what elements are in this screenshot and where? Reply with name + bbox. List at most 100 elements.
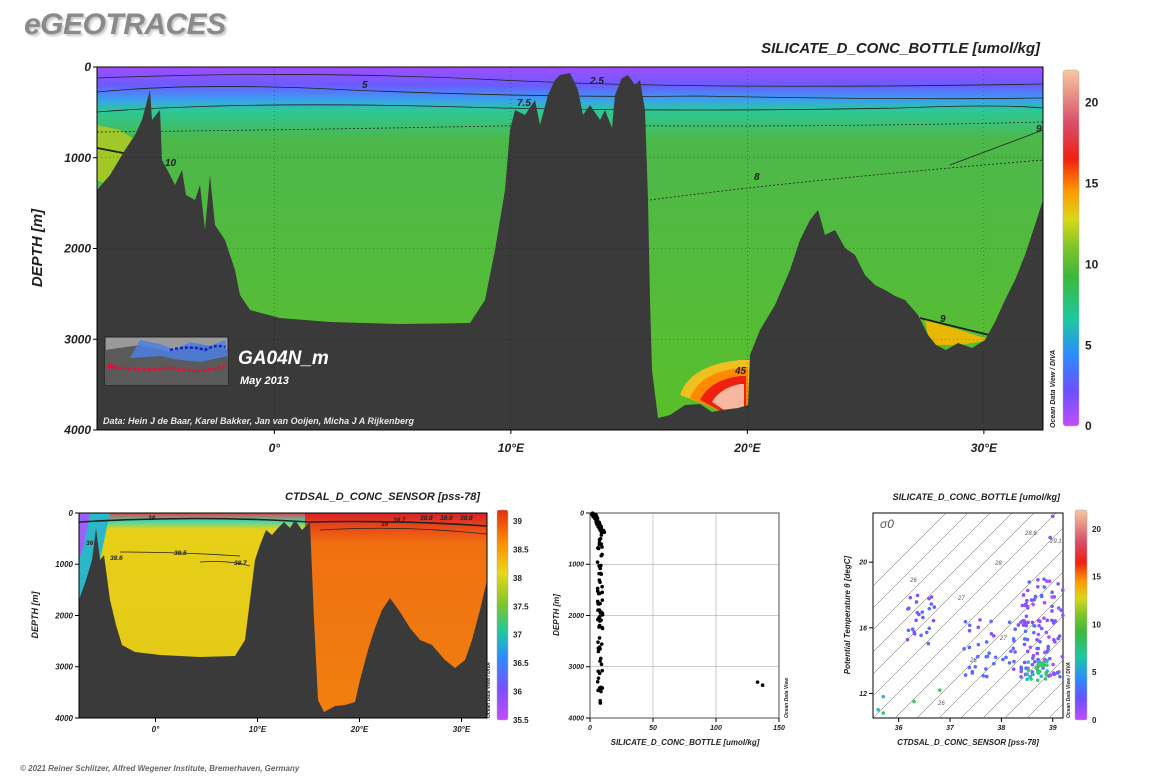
x-tick-label: 10°E [249,725,267,734]
ts-point [1013,627,1017,632]
ts-point [1026,620,1030,625]
section-date: May 2013 [240,375,289,387]
isopycnal-line [916,571,1063,718]
ts-point [1051,662,1055,667]
main-colorbar-ticks: 0 5 10 15 20 [1085,96,1099,434]
main-contour-label: 5 [362,80,368,91]
ts-point [1035,646,1039,651]
section-name: GA04N_m [238,348,329,369]
ts-point [1039,626,1044,631]
ts-point [910,627,915,632]
salinity-y-axis-label: DEPTH [m] [30,590,40,638]
ts-point [1056,606,1061,610]
ts-point [1050,618,1054,623]
salinity-contour-label: 38.7 [234,560,247,567]
x-tick-label: 30°E [971,441,998,455]
x-tick-label: 50 [649,725,657,732]
main-gridlines [97,66,1043,431]
y-tick-label: 4000 [54,714,73,723]
ts-point [1044,630,1049,635]
ts-point [1007,661,1012,665]
ts-point [1031,653,1036,658]
profile-point [598,656,603,661]
ts-point [1026,668,1031,672]
y-tick-label: 4000 [63,423,91,437]
profile-point [598,659,602,663]
y-tick-label: 2000 [567,613,584,620]
profile-point [595,679,600,684]
profile-point [599,553,604,558]
main-chart-title: SILICATE_D_CONC_BOTTLE [umol/kg] [761,40,1041,57]
profile-point [595,560,600,564]
salinity-bathymetry [79,520,487,718]
ts-point [984,654,989,659]
ts-point [1056,636,1060,641]
ts-point [931,618,936,623]
salinity-contour-label: 38 [148,515,156,522]
y-tick-label: 2000 [63,242,91,256]
isopycnal-line [894,549,1063,718]
main-contour-label: 7.5 [517,98,531,109]
ts-point [876,708,880,712]
ts-y-axis-label: Potential Temperature θ [degC] [843,555,852,674]
profile-point [598,528,603,533]
ts-point [1050,595,1054,599]
main-contour-labels: 5 2.5 7.5 10 8 9 9 45 [165,76,1042,377]
ts-x-ticks: 36 37 38 39 [895,718,1057,732]
profile-point [590,512,594,517]
colorbar-tick-label: 10 [1085,257,1099,271]
main-odv-label: Ocean Data View / DIVA [1050,350,1057,428]
ts-point [963,673,968,677]
ts-point [973,664,978,669]
ts-point [981,674,986,678]
ts-point [1046,644,1051,649]
profile-x-axis-label: SILICATE_D_CONC_BOTTLE [umol/kg] [611,738,760,747]
ts-point [1045,659,1049,664]
isopycnal-label: 26 [937,701,945,707]
ts-point [1052,672,1057,677]
ts-point [905,637,910,642]
ts-point [1013,650,1017,654]
profile-point [600,598,605,602]
ts-point [1035,651,1040,656]
colorbar-tick-label: 38 [513,574,522,583]
main-contour-label: 8 [754,172,760,183]
salinity-odv-label: Ocean Data View / DIVA [486,662,492,718]
y-tick-label: 3000 [55,663,73,672]
ts-point [1055,671,1060,675]
isopycnal-line [873,527,1063,718]
ts-scatter-plot: SILICATE_D_CONC_BOTTLE [umol/kg] 36 37 38 3… [843,492,1101,747]
isopycnal-label: 28.6 [1024,531,1037,537]
ts-point [978,618,982,622]
profile-point [597,619,602,623]
colorbar-tick-label: 5 [1085,338,1092,352]
ts-point [967,665,972,670]
ts-point [1025,637,1030,642]
y-tick-label: 0 [84,60,91,74]
ts-point [1050,609,1054,613]
ts-point [967,628,972,633]
x-tick-label: 39 [1049,725,1057,732]
isopycnal-label: 26 [909,578,917,584]
ts-points [876,514,1065,715]
ts-point [1020,603,1025,608]
ts-point [989,619,993,624]
ts-point [1029,598,1034,602]
ts-point [1035,637,1039,642]
ts-point [967,645,972,650]
ts-point [967,623,972,628]
ts-point [1039,662,1044,666]
main-x-ticks: 0° 10°E 20°E 30°E [269,430,998,455]
main-contour-label: 9 [940,314,946,325]
ts-point [1050,590,1054,595]
ts-point [984,674,989,679]
colorbar-tick-label: 38.5 [513,546,529,555]
salinity-contour-label: 36 [86,540,94,547]
salinity-colorbar-ticks: 39 38.5 38 37.5 37 36.5 36 35.5 [513,517,529,725]
ts-point [1043,677,1048,681]
ts-point [1057,634,1062,638]
ts-point [929,595,934,599]
ts-point [1061,613,1065,618]
ts-odv-label: Ocean Data View / DIVA [1066,662,1072,718]
ts-point [1012,659,1016,664]
